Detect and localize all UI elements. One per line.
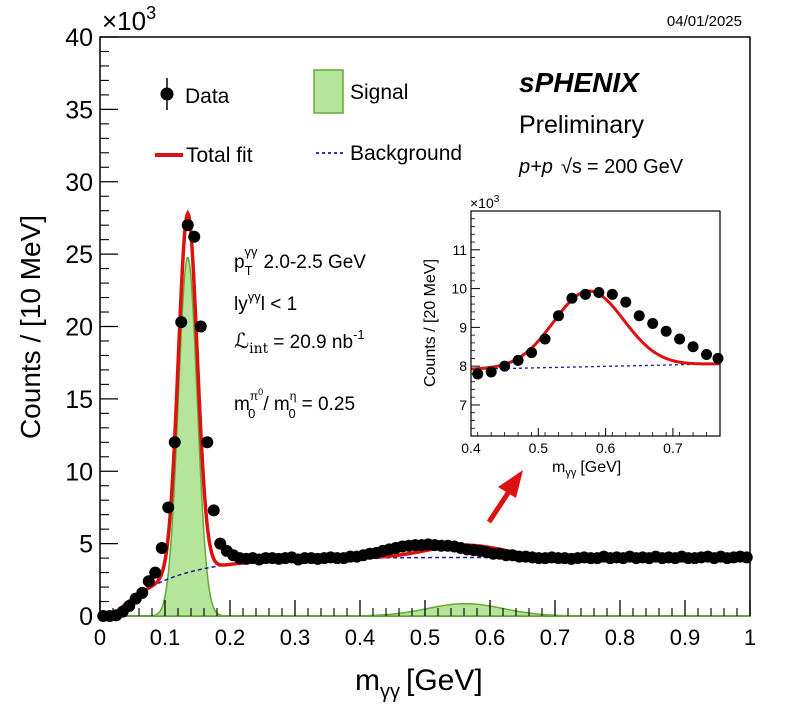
data-point [149,566,162,579]
inset-data-point [593,286,605,298]
inset-y-ticks: 7 8 9 10 11 [451,218,480,429]
y-tick-label: 40 [65,24,93,52]
collision-energy: p+p √s = 200 GeV [518,156,684,178]
main-x-ticks: 0 0.1 0.2 0.3 0.4 0.5 0.6 0.7 0.8 0.9 1 [94,600,756,650]
inset-data-point [660,325,672,337]
legend-background-label: Background [350,142,462,165]
inset-data-point [647,318,659,329]
x-tick-label: 0.5 [410,625,441,650]
data-points-layer [97,219,753,622]
main-y-ticks: 0 5 10 15 20 25 30 35 40 [65,24,118,631]
main-y-multiplier: ×103 [102,3,156,36]
inset-x-axis-title: mγγ [GeV] [552,459,621,479]
x-tick-label: 0 [94,625,106,650]
inset-y-tick-label: 9 [459,319,467,335]
data-point [155,541,168,554]
inset-x-tick-label: 0.4 [461,440,481,456]
x-tick-label: 1 [744,625,756,650]
experiment-name: sPHENIX [519,67,641,98]
inset-y-axis-title: Counts / [20 MeV] [422,259,439,387]
inset-x-ticks: 0.4 0.5 0.6 0.7 [461,428,707,456]
x-tick-label: 0.7 [540,625,571,650]
y-tick-label: 25 [65,241,93,269]
y-tick-label: 5 [79,531,93,559]
legend-data-marker [160,78,174,110]
inset-data-point [674,333,686,345]
inset-plot-frame [470,210,721,437]
inset-y-tick-label: 11 [452,242,467,258]
x-tick-label: 0.2 [215,625,246,650]
inset-data-point [579,288,591,300]
inset-data-point [552,310,564,322]
y-tick-label: 0 [79,603,93,631]
inset-y-tick-label: 8 [459,358,467,374]
inset-data-point [512,354,524,366]
inset-data-point [620,296,632,308]
legend-data-label: Data [185,85,230,108]
data-point [207,504,220,517]
inset-data-point [712,352,724,364]
inset-data-point [485,366,497,378]
luminosity-label: ℒint = 20.9 nb-1 [234,327,365,357]
rapidity-label: lyγγl < 1 [234,289,297,315]
data-point [194,320,207,333]
inset-y-tick-label: 7 [459,397,467,413]
inset-data-point [566,292,578,304]
inset-data-point [687,341,699,353]
data-point [181,219,194,232]
date-label: 04/01/2025 [667,13,742,30]
inset-data-point [701,349,713,361]
data-point [168,436,181,449]
inset-y-tick-label: 10 [451,281,467,297]
y-tick-label: 20 [65,314,93,342]
main-x-axis-title: mγγ [GeV] [355,664,483,703]
data-point [136,586,149,599]
x-tick-label: 0.9 [670,625,701,650]
y-tick-label: 30 [65,169,93,197]
x-tick-label: 0.6 [475,625,506,650]
data-point [188,230,201,243]
y-tick-label: 35 [65,96,93,124]
y-tick-label: 15 [65,386,93,414]
main-y-axis-title: Counts / [10 MeV] [15,215,46,439]
experiment-status: Preliminary [519,111,645,139]
inset-data-point [526,347,538,359]
x-tick-label: 0.8 [605,625,636,650]
inset-data-points-layer [472,286,724,380]
inset-x-tick-label: 0.5 [529,440,549,456]
legend-signal-label: Signal [350,81,408,104]
x-tick-label: 0.4 [345,625,376,650]
data-point [201,436,214,449]
data-point [740,551,753,564]
inset-x-tick-label: 0.7 [663,440,683,456]
legend: Data Signal Total fit Background [155,69,462,167]
mass-ratio-label: mπ0 0/ mη 0 = 0.25 [234,387,355,421]
legend-total-fit-label: Total fit [186,144,253,167]
inset-x-tick-label: 0.6 [596,440,616,456]
data-point [175,316,188,329]
inset-data-point [499,360,511,372]
data-point [162,501,175,514]
inset-data-point [472,368,484,380]
x-tick-label: 0.3 [280,625,311,650]
inset-plot-background [471,211,720,436]
inset-data-point [539,333,551,345]
pt-range-label: pTγγ2.0-2.5 GeV [234,244,366,278]
inset-data-point [633,310,645,322]
inset-y-multiplier: ×103 [470,194,500,211]
x-tick-label: 0.1 [150,625,181,650]
y-tick-label: 10 [65,458,93,486]
inset-data-point [606,288,618,300]
inset-pointer-arrow [486,470,523,524]
data-point [142,575,155,588]
legend-signal-swatch [313,69,344,114]
